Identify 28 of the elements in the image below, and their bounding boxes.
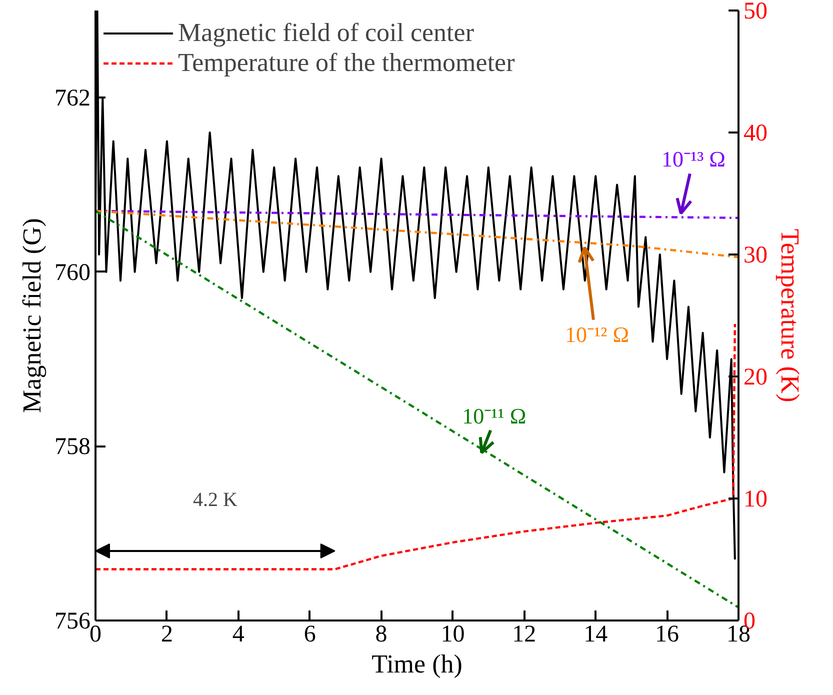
- x-tick-label: 8: [375, 622, 388, 648]
- x-tick-label: 10: [440, 622, 465, 648]
- series-label: 10⁻¹¹ Ω: [462, 403, 526, 428]
- annotation: 4.2 K: [192, 489, 238, 512]
- x-tick-label: 16: [655, 622, 680, 648]
- y2-tick-label: 30: [744, 242, 768, 268]
- x-tick-label: 6: [304, 622, 316, 648]
- y-axis-title: Magnetic field (G): [18, 218, 46, 413]
- y2-tick-label: 50: [744, 0, 768, 24]
- y-tick-label: 760: [54, 260, 90, 286]
- line-series: [96, 322, 736, 570]
- x-tick-label: 12: [512, 622, 536, 648]
- x-tick-label: 0: [90, 622, 102, 648]
- x-axis-title: Time (h): [372, 650, 462, 678]
- legend-label: Magnetic field of coil center: [178, 18, 474, 48]
- x-tick-label: 2: [160, 622, 173, 648]
- y-tick-label: 758: [54, 434, 90, 460]
- y2-tick-label: 40: [744, 120, 768, 146]
- y-tick-label: 762: [54, 86, 90, 112]
- y-tick-label: 756: [54, 608, 90, 634]
- text: 10⁻¹³ Ω: [661, 146, 726, 172]
- x-tick-label: 4: [232, 622, 244, 648]
- legend-label: Temperature of the thermometer: [178, 48, 515, 78]
- y2-axis-title: Temperature (K): [776, 228, 804, 402]
- y2-tick-label: 20: [744, 364, 768, 390]
- y2-tick-label: 10: [744, 486, 768, 512]
- text: 10⁻¹² Ω: [565, 322, 630, 347]
- x-tick-label: 14: [584, 622, 608, 648]
